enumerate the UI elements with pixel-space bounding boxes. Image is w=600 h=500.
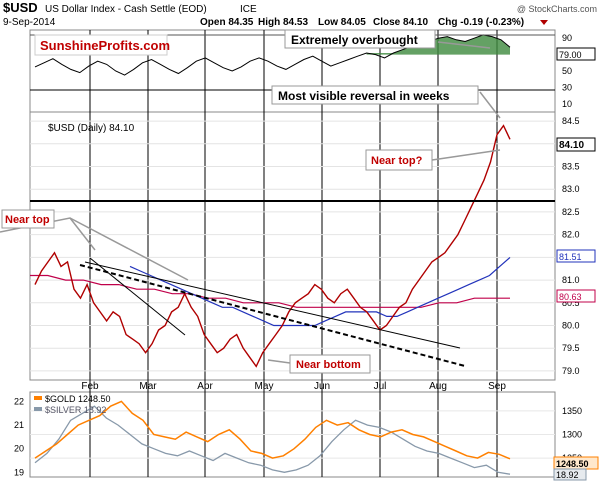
near-bottom-pointer xyxy=(267,359,291,364)
rsi-tick-label: 90 xyxy=(562,33,572,43)
price-series xyxy=(34,124,511,368)
ma-fast-tag xyxy=(556,249,596,263)
silver-tick-label: 20 xyxy=(14,444,24,454)
high-value: High 84.53 xyxy=(258,17,308,28)
reversal-box xyxy=(271,85,479,105)
stockcharts-watermark: @ StockCharts.com xyxy=(517,4,597,14)
rsi-last-label: 79.00 xyxy=(559,50,582,60)
chart-date: 9-Sep-2014 xyxy=(3,17,56,28)
ma-fast-label: 81.51 xyxy=(559,252,582,262)
trendline-top xyxy=(84,261,461,349)
y-tick-label: 82.5 xyxy=(562,207,580,217)
x-tick-label: May xyxy=(255,381,274,392)
rsi-tick-label: 10 xyxy=(562,99,572,109)
silver-legend-swatch xyxy=(34,407,42,411)
ma-slow-tag xyxy=(556,289,596,303)
near-top-left-pointer-2 xyxy=(69,217,96,251)
x-tick-label: Jun xyxy=(314,381,330,392)
last-price-label: 84.10 xyxy=(559,140,584,151)
silver-legend: $SILVER 18.92 xyxy=(45,405,106,415)
y-tick-label: 84.5 xyxy=(562,116,580,126)
near-top-left-box xyxy=(1,209,55,229)
y-tick-label: 83.0 xyxy=(562,184,580,194)
reversal-pointer xyxy=(479,91,501,119)
near-top-right-pointer xyxy=(431,149,501,161)
y-tick-label: 80.5 xyxy=(562,298,580,308)
overbought-pointer xyxy=(437,41,491,49)
price-panel xyxy=(29,111,556,381)
chart-name: US Dollar Index - Cash Settle (EOD) xyxy=(45,4,207,15)
reversal-text: Most visible reversal in weeks xyxy=(278,89,450,103)
silver-last-tag xyxy=(553,468,587,481)
near-bottom-text: Near bottom xyxy=(296,359,361,371)
silver-series xyxy=(34,405,511,475)
near-top-right-box xyxy=(365,149,433,171)
overbought-box xyxy=(284,29,436,49)
brand-box xyxy=(34,34,168,56)
price-legend: $USD (Daily) 84.10 xyxy=(48,123,135,134)
gold-series xyxy=(34,400,511,460)
rsi-last-tag xyxy=(556,47,596,61)
chart-exchange: ICE xyxy=(240,4,257,15)
open-value: Open 84.35 xyxy=(200,17,254,28)
silver-last-label: 18.92 xyxy=(556,470,579,480)
trendline-dashed xyxy=(79,264,466,367)
y-tick-label: 81.0 xyxy=(562,275,580,285)
x-tick-label: Aug xyxy=(429,381,447,392)
y-tick-label: 83.5 xyxy=(562,162,580,172)
down-arrow-icon xyxy=(540,20,548,25)
overbought-text: Extremely overbought xyxy=(291,33,418,47)
rsi-overbought-fill xyxy=(366,34,510,55)
silver-tick-label: 21 xyxy=(14,420,24,430)
x-tick-label: Feb xyxy=(81,381,99,392)
gold-tick-label: 1350 xyxy=(562,406,582,416)
gold-legend: $GOLD 1248.50 xyxy=(45,394,111,404)
rsi-tick-label: 50 xyxy=(562,66,572,76)
rsi-tick-label: 30 xyxy=(562,82,572,92)
gold-tick-label: 1300 xyxy=(562,430,582,440)
brand-text: SunshineProfits.com xyxy=(40,38,170,53)
x-tick-label: Jul xyxy=(374,381,387,392)
y-tick-label: 79.0 xyxy=(562,366,580,376)
y-tick-label: 79.5 xyxy=(562,343,580,353)
x-tick-label: Apr xyxy=(197,381,213,392)
last-price-tag xyxy=(556,137,596,152)
change-value: Chg -0.19 (-0.23%) xyxy=(438,17,524,28)
ma-slow-label: 80.63 xyxy=(559,292,582,302)
near-bottom-box xyxy=(289,354,371,374)
y-tick-label: 82.0 xyxy=(562,230,580,240)
trendline-short xyxy=(89,257,186,336)
silver-tick-label: 19 xyxy=(14,467,24,477)
gold-last-label: 1248.50 xyxy=(556,459,589,469)
low-value: Low 84.05 xyxy=(318,17,366,28)
gold-legend-swatch xyxy=(34,396,42,400)
near-top-right-text: Near top? xyxy=(371,155,423,167)
ma-fast-series xyxy=(129,256,511,327)
y-tick-label: 80.0 xyxy=(562,320,580,330)
silver-tick-label: 22 xyxy=(14,396,24,406)
close-value: Close 84.10 xyxy=(373,17,428,28)
x-tick-label: Sep xyxy=(488,381,506,392)
ma-slow-series xyxy=(30,274,510,308)
chart-symbol: $USD xyxy=(3,0,38,15)
x-tick-label: Mar xyxy=(139,381,157,392)
near-top-left-text: Near top xyxy=(5,214,50,226)
